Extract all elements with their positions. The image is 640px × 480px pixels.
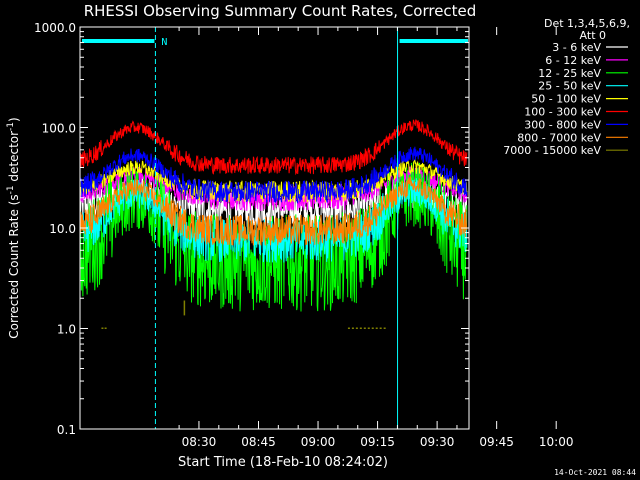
x-tick-label: 09:30 [420, 435, 455, 449]
legend-label: 300 - 800 keV [524, 118, 601, 131]
chart-title: RHESSI Observing Summary Count Rates, Co… [84, 2, 477, 20]
data-point [375, 327, 378, 329]
legend-header-attenuator: Att 0 [580, 29, 606, 42]
x-tick-label: 09:00 [301, 435, 336, 449]
legend-label: 50 - 100 keV [531, 93, 601, 106]
data-point [355, 327, 358, 329]
data-point [347, 327, 350, 329]
legend-label: 100 - 300 keV [524, 106, 601, 119]
y-tick-label: 1.0 [57, 323, 76, 337]
footer-date: 14-Oct-2021 08:44 [554, 468, 636, 477]
x-tick-label: 08:30 [182, 435, 217, 449]
data-point [363, 327, 366, 329]
y-axis: 0.1 1.0 10.0 100.0 1000.0 [34, 21, 469, 437]
data-point [104, 327, 107, 329]
x-axis: 08:30 08:45 09:00 09:15 09:30 09:45 10:00 [178, 27, 574, 449]
x-axis-label: Start Time (18-Feb-10 08:24:02) [178, 455, 388, 470]
series-line [79, 119, 468, 176]
data-point [383, 327, 386, 329]
series-line [79, 176, 468, 246]
data-point [359, 327, 362, 329]
x-tick-label: 09:15 [360, 435, 395, 449]
x-tick-label: 09:45 [479, 435, 514, 449]
y-tick-label: 100.0 [42, 122, 76, 136]
y-tick-label: 1000.0 [34, 21, 76, 35]
x-tick-label: 08:45 [241, 435, 276, 449]
data-point [371, 327, 374, 329]
series-layer [79, 119, 468, 329]
series-line [79, 146, 468, 205]
legend-label: 25 - 50 keV [538, 80, 601, 93]
y-axis-label: Corrected Count Rate (s-1 detector-1) [6, 117, 21, 338]
data-point [379, 327, 382, 329]
data-point [101, 327, 104, 329]
night-marker-label: N [161, 37, 167, 48]
data-point [367, 327, 370, 329]
y-tick-label: 0.1 [57, 423, 76, 437]
y-tick-label: 10.0 [49, 222, 76, 236]
legend-label: 12 - 25 keV [538, 67, 601, 80]
legend-label: 6 - 12 keV [545, 54, 601, 67]
data-point [351, 327, 354, 329]
legend-label: 7000 - 15000 keV [503, 144, 601, 157]
legend-label: 3 - 6 keV [552, 41, 601, 54]
legend-header-detectors: Det 1,3,4,5,6,9, [544, 17, 630, 30]
legend-label: 800 - 7000 keV [517, 131, 601, 144]
x-tick-label: 10:00 [539, 435, 574, 449]
